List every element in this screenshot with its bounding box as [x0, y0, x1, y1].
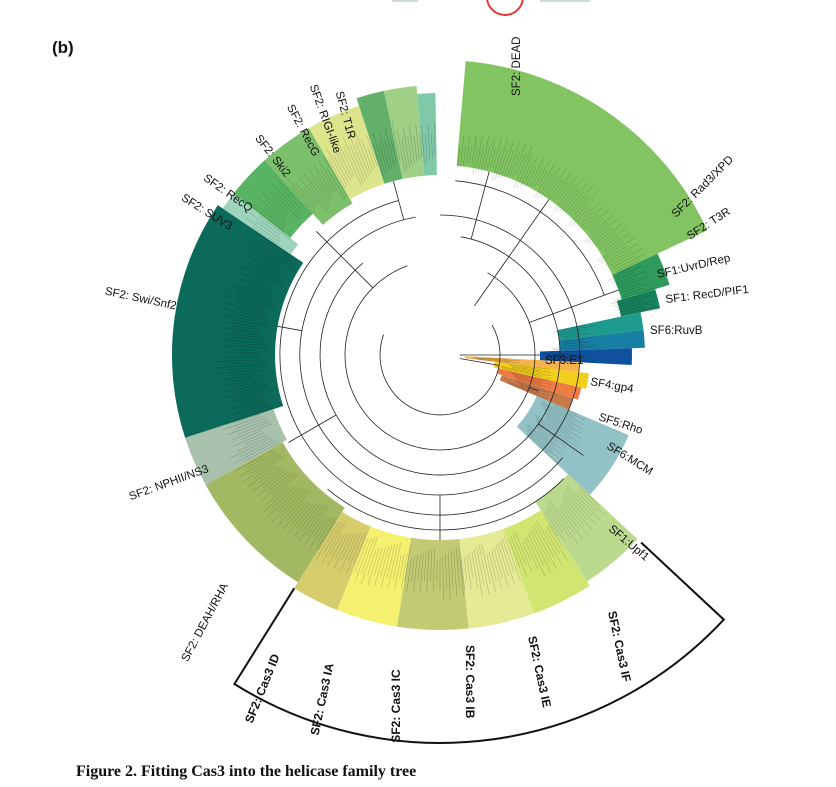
leaf-lines-sf2-ski2	[286, 156, 347, 214]
branch-spoke	[459, 358, 500, 366]
wedge-sf2-dead	[456, 61, 708, 275]
branch-arc	[344, 265, 536, 451]
label-sf2-cas3-ic: SF2: Cas3 IC	[389, 669, 403, 743]
branch-spoke	[277, 325, 303, 332]
leaf-lines-sf2-t1r	[391, 120, 423, 172]
leaf-lines-sf6-ruvb	[542, 350, 592, 362]
leaf-lines-sf2-t3r	[611, 295, 656, 315]
label-sf1-recd-pif1: SF1: RecD/PIF1	[665, 284, 750, 306]
wedge-sf6-ruvb	[539, 348, 632, 365]
panel-label: (b)	[52, 38, 74, 57]
branch-spoke	[529, 289, 619, 323]
wedge-sf2-nphii-ns3	[185, 409, 287, 485]
leaf-lines-sf2-rigi-like	[372, 128, 397, 177]
label-sf1-uvrd-rep: SF1:UvrD/Rep	[656, 252, 732, 281]
leaf-lines-sf2-cas3-ic	[404, 545, 464, 600]
wedge-sf4-gp4	[493, 361, 589, 389]
tree-branches	[277, 171, 619, 540]
leaf-lines-sf2-rad3-xpd	[607, 265, 654, 301]
label-sf6-ruvb: SF6:RuvB	[650, 325, 703, 337]
branch-spoke	[288, 414, 337, 443]
cropped-graphic-top	[540, 0, 590, 2]
leaf-lines-sf2-recg	[326, 130, 378, 190]
label-sf2-cas3-if: SF2: Cas3 IF	[605, 610, 634, 683]
branch-arc	[327, 478, 564, 531]
wedge-sf1-recd-pif1	[559, 330, 645, 351]
wedge-sf1-upf1	[516, 396, 629, 495]
wedge-sf2-cas3-ic	[397, 537, 469, 630]
leaf-lines-sf1-recd-pif1	[551, 337, 596, 350]
wedge-sf6-mcm	[499, 375, 574, 410]
wedge-sf5-rho	[497, 368, 582, 400]
label-sf2-dead: SF2: DEAD	[511, 37, 523, 96]
label-sf2-deah-rha: SF2: DEAH/RHA	[180, 581, 232, 664]
leaf-lines-sf2-cas3-id	[315, 521, 368, 573]
leaf-lines-sf3-e1	[472, 357, 521, 364]
label-sf2-cas3-ie: SF2: Cas3 IE	[525, 635, 554, 709]
branch-spoke	[470, 171, 490, 240]
wedge-sf2-swi-snf2	[171, 205, 304, 438]
label-sf3-e1: SF3:E1	[545, 355, 583, 367]
cas3-group-bracket	[233, 541, 726, 744]
wedge-sf2-cas3-ib	[459, 528, 535, 629]
branch-spoke	[529, 387, 539, 392]
wedge-sf2-t1r	[383, 86, 425, 179]
branch-arc	[319, 236, 561, 476]
wedge-unlabeled-clade	[417, 93, 437, 176]
wedge-sf2-t3r	[616, 289, 661, 317]
branch-spoke	[538, 423, 584, 456]
branch-arc	[299, 214, 581, 496]
wedge-sf2-cas3-id	[294, 511, 371, 610]
leaf-lines-sf2-cas3-ib	[461, 535, 521, 597]
wedge-sf2-cas3-if	[535, 474, 638, 582]
leaf-lines-sf2-nphii-ns3	[224, 414, 280, 465]
leaf-lines-sf2-suv3	[245, 212, 292, 246]
wedge-sf2-ski2	[264, 128, 353, 225]
wedge-sf2-rigi-like	[356, 90, 403, 184]
wedge-sf2-suv3	[222, 193, 299, 255]
branch-arc	[279, 200, 563, 516]
figure-caption: Figure 2. Fitting Cas3 into the helicase…	[76, 763, 417, 780]
leaf-lines-sf1-uvrd-rep	[554, 324, 597, 339]
branch-arc	[379, 324, 501, 416]
leaf-lines-sf2-recq	[244, 176, 303, 232]
wedge-sf1-uvrd-rep	[557, 312, 644, 341]
leaf-lines-sf6-mcm	[507, 380, 558, 400]
wedge-sf2-recq	[233, 160, 313, 238]
wedge-sf3-e1	[464, 356, 580, 373]
branch-spoke	[316, 231, 374, 289]
label-sf4-gp4: SF4:gp4	[589, 376, 634, 395]
branch-spoke	[393, 180, 405, 220]
leaf-lines-sf4-gp4	[500, 363, 552, 380]
branch-spoke	[474, 199, 550, 307]
wedge-sf2-cas3-ia	[337, 526, 412, 627]
branch-arc	[455, 180, 605, 296]
label-sf2-cas3-ib: SF2: Cas3 IB	[463, 645, 477, 719]
leaf-lines-sf2-swi-snf2	[215, 232, 292, 421]
label-sf2-nphii-ns3: SF2: NPHII/NS3	[128, 463, 211, 503]
leaf-lines-sf2-cas3-if	[543, 485, 605, 545]
leaf-lines-unlabeled-clade	[421, 123, 436, 164]
leaf-lines-sf2-cas3-ie	[509, 520, 568, 577]
label-sf2-swi-snf2: SF2: Swi/Snf2	[104, 286, 178, 313]
leaf-lines-sf2-deah-rha	[235, 450, 337, 551]
family-wedges	[171, 61, 708, 630]
leaf-texture	[215, 120, 656, 600]
cropped-graphic-top	[392, 0, 418, 2]
wedge-sf2-cas3-ie	[503, 510, 590, 614]
leaf-lines-sf2-dead	[457, 135, 646, 272]
wedge-sf2-deah-rha	[205, 442, 345, 583]
wedge-sf2-recg	[309, 105, 385, 200]
wedge-sf2-rad3-xpd	[612, 253, 670, 300]
leaf-lines-sf2-cas3-ia	[354, 536, 408, 590]
label-sf2-cas3-ia: SF2: Cas3 IA	[308, 662, 337, 737]
